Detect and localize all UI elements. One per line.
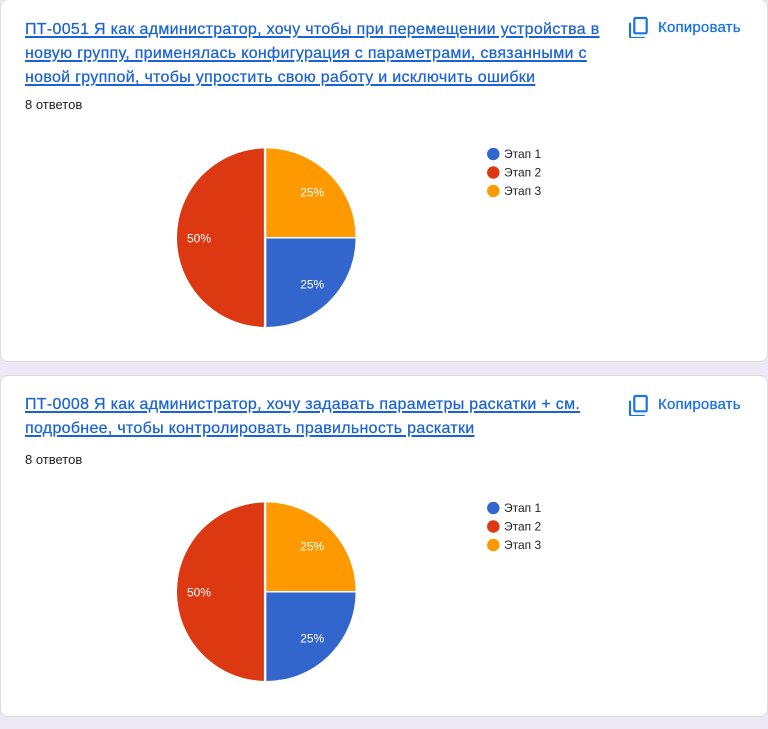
svg-text:Этап 2: Этап 2	[504, 166, 541, 180]
svg-text:Этап 1: Этап 1	[504, 148, 541, 161]
svg-text:Этап 1: Этап 1	[504, 502, 541, 515]
svg-text:25%: 25%	[300, 632, 324, 646]
svg-text:50%: 50%	[187, 232, 211, 246]
svg-text:25%: 25%	[300, 539, 324, 553]
svg-text:Этап 2: Этап 2	[504, 520, 541, 534]
svg-text:Этап 3: Этап 3	[504, 184, 541, 198]
svg-text:25%: 25%	[300, 278, 324, 292]
svg-text:Этап 3: Этап 3	[504, 538, 541, 552]
svg-text:25%: 25%	[300, 185, 324, 199]
svg-text:50%: 50%	[187, 586, 211, 600]
